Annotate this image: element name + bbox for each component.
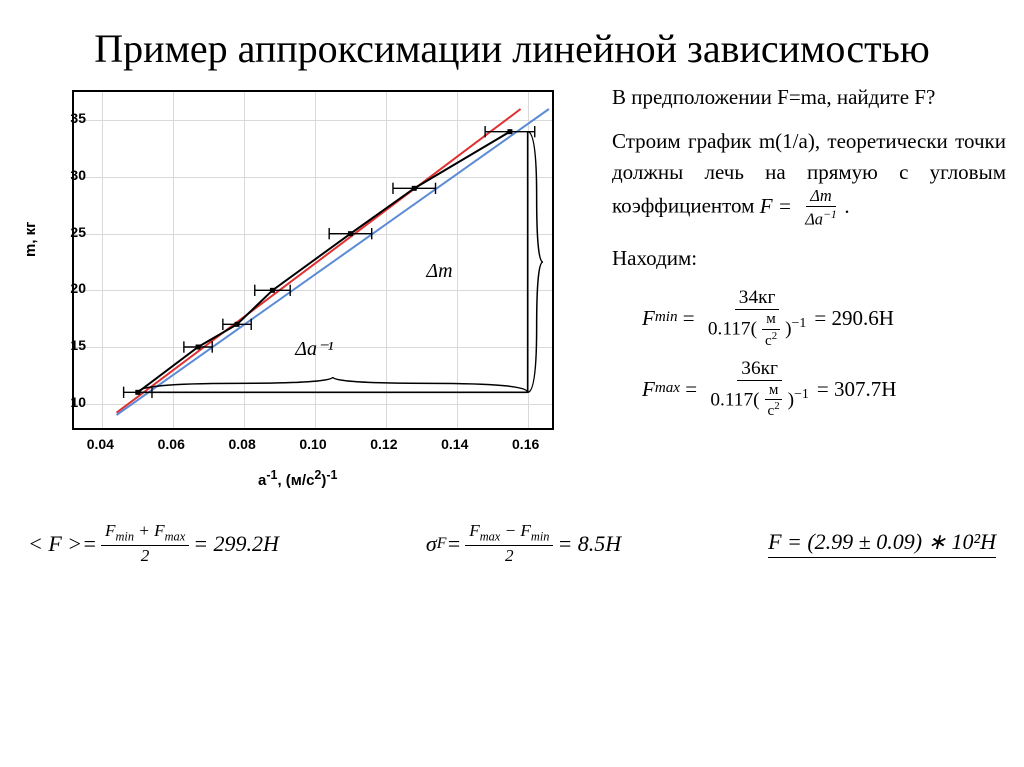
chart-column: m, кг a-1, (м/с2)-1 0.040.060.080.100.12… [18, 82, 598, 502]
page-title: Пример аппроксимации линейной зависимост… [0, 0, 1024, 82]
fmax-F: F [642, 374, 655, 404]
fmin-sub: min [655, 307, 678, 329]
avg-lhs: < F >= [28, 531, 97, 557]
formula-fmax: Fmax = 36кг 0.117(мс2)−1 = 307.7Н [642, 358, 1006, 420]
final-text: F = (2.99 ± 0.09) ∗ 10²H [768, 529, 996, 555]
coeff-num: Δm [806, 187, 835, 207]
x-axis-label: a-1, (м/с2)-1 [258, 468, 337, 489]
fmax-frac: 36кг 0.117(мс2)−1 [706, 358, 813, 420]
fmin-F: F [642, 303, 655, 333]
sigma-eq: = [446, 531, 461, 557]
sigma-num: Fmax − Fmin [465, 522, 553, 546]
avg-frac: Fmin + Fmax 2 [101, 522, 189, 566]
fmax-den: 0.117(мс2)−1 [706, 381, 813, 420]
fmin-rhs: = 290.6Н [814, 303, 894, 333]
avg-den: 2 [137, 546, 154, 566]
sigma-den: 2 [501, 546, 518, 566]
formula-avg: < F >= Fmin + Fmax 2 = 299.2H [28, 522, 279, 566]
formula-fmin: Fmin = 34кг 0.117(мс2)−1 = 290.6Н [642, 287, 1006, 349]
avg-num: Fmin + Fmax [101, 522, 189, 546]
coeff-lhs: F = [760, 194, 792, 218]
coeff-den: Δa−1 [801, 207, 841, 228]
chart-wrap: m, кг a-1, (м/с2)-1 0.040.060.080.100.12… [18, 82, 578, 502]
inline-formula-F: F = Δm Δa−1 . [760, 194, 850, 218]
annot-delta-m: Δm [426, 260, 452, 283]
bottom-formulas: < F >= Fmin + Fmax 2 = 299.2H σF = Fmax … [0, 502, 1024, 566]
formula-sigma: σF = Fmax − Fmin 2 = 8.5H [426, 522, 621, 566]
fmin-den: 0.117(мс2)−1 [704, 310, 811, 349]
coeff-frac: Δm Δa−1 [801, 187, 841, 228]
fmax-sub: max [655, 378, 680, 400]
paragraph-3: Находим: [612, 243, 1006, 273]
paragraph-1: В предположении F=ma, найдите F? [612, 82, 1006, 112]
fmax-rhs: = 307.7Н [817, 374, 897, 404]
sigma-frac: Fmax − Fmin 2 [465, 522, 553, 566]
coeff-end: . [845, 194, 850, 218]
fmax-num: 36кг [737, 358, 782, 381]
sigma-lhs: σ [426, 531, 437, 557]
paragraph-2: Строим график m(1/a), теоретически точки… [612, 126, 1006, 228]
fmin-frac: 34кг 0.117(мс2)−1 [704, 287, 811, 349]
plot-area [72, 90, 554, 430]
fmin-num: 34кг [735, 287, 780, 310]
content-row: m, кг a-1, (м/с2)-1 0.040.060.080.100.12… [0, 82, 1024, 502]
y-axis-label: m, кг [22, 222, 39, 257]
text-column: В предположении F=ma, найдите F? Строим … [612, 82, 1006, 502]
formula-final: F = (2.99 ± 0.09) ∗ 10²H [768, 529, 996, 558]
annot-delta-a: Δa⁻¹ [295, 336, 333, 361]
sigma-rhs: = 8.5H [557, 531, 621, 557]
avg-rhs: = 299.2H [193, 531, 279, 557]
sigma-sub: F [437, 535, 447, 553]
